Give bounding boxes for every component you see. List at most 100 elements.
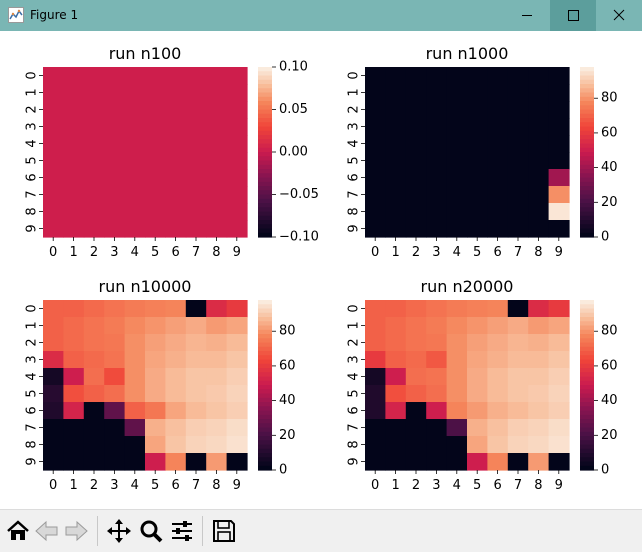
heatmap-cell — [548, 453, 570, 471]
heatmap-cell — [446, 300, 468, 318]
save-button[interactable] — [210, 517, 238, 545]
heatmap-cell — [124, 402, 146, 420]
heatmap-cell — [385, 118, 407, 136]
heatmap-cell — [446, 334, 468, 352]
window-titlebar[interactable]: Figure 1 — [0, 0, 642, 31]
heatmap-cell — [206, 135, 228, 153]
x-tick-label: 1 — [391, 245, 399, 260]
heatmap-cell — [185, 220, 207, 238]
heatmap-cell — [528, 436, 550, 454]
heatmap-cell — [385, 101, 407, 119]
heatmap-cell — [405, 300, 427, 318]
heatmap-cell — [385, 419, 407, 437]
x-tick-label: 9 — [233, 478, 241, 493]
heatmap-cell — [43, 152, 64, 170]
colorbar-band — [258, 355, 272, 361]
colorbar-band — [258, 457, 272, 463]
heatmap-cell — [487, 317, 509, 335]
figure-canvas[interactable]: run n100 0 1 2 3 4 5 6 7 8 9 0 1 2 3 4 5 6 7 8 9 0.10 0.05 0.00… — [0, 31, 642, 509]
colorbar-band — [258, 402, 272, 407]
heatmap-cell — [528, 334, 550, 352]
colorbar-band — [580, 118, 594, 123]
colorbar-band — [580, 300, 594, 305]
heatmap-cell — [446, 203, 468, 221]
heatmap-cell — [487, 84, 509, 102]
heatmap-cell — [426, 300, 448, 318]
colorbar-band — [580, 84, 594, 89]
heatmap-cell — [145, 453, 166, 471]
heatmap-cell — [206, 203, 228, 221]
colorbar-band — [258, 169, 272, 174]
back-arrow-icon — [35, 520, 58, 542]
heatmap-cell — [426, 351, 448, 369]
heatmap-cell — [385, 436, 407, 454]
colorbar-tick-label: 80 — [279, 324, 296, 339]
heatmap-cell — [405, 220, 427, 238]
heatmap-cell — [548, 135, 570, 153]
colorbar-band — [580, 190, 594, 196]
colorbar-band — [580, 177, 594, 183]
close-button[interactable] — [596, 0, 642, 31]
colorbar-band — [258, 139, 272, 145]
heatmap-cell — [507, 169, 529, 187]
heatmap-cell — [548, 385, 570, 403]
heatmap-cell — [446, 135, 468, 153]
heatmap-cell — [63, 419, 85, 437]
colorbar-tick-label: 60 — [601, 358, 618, 373]
y-tick-label: 1 — [347, 321, 362, 329]
minimize-button[interactable] — [504, 0, 550, 31]
heatmap-cell — [124, 436, 146, 454]
heatmap-cell — [83, 402, 105, 420]
maximize-button[interactable] — [550, 0, 596, 31]
heatmap-cell — [385, 84, 407, 102]
home-button[interactable] — [4, 517, 32, 545]
heatmap-cell — [385, 317, 407, 335]
x-tick-label: 1 — [69, 245, 77, 260]
colorbar-band — [258, 232, 272, 238]
colorbar-band — [580, 410, 594, 416]
colorbar-tick-label: 80 — [601, 324, 618, 339]
heatmap-cell — [83, 385, 105, 403]
close-icon — [613, 9, 625, 21]
heatmap-cell — [43, 135, 64, 153]
heatmap-cell — [43, 220, 64, 238]
colorbar-band — [580, 224, 594, 230]
colorbar-band — [258, 372, 272, 378]
heatmap-cell — [405, 402, 427, 420]
colorbar-band — [258, 427, 272, 433]
heatmap-cell — [185, 351, 207, 369]
heatmap-cell — [206, 334, 228, 352]
toolbar-separator — [202, 516, 203, 546]
pan-button[interactable] — [105, 517, 133, 545]
heatmap-cell — [83, 135, 105, 153]
zoom-button[interactable] — [137, 517, 165, 545]
x-tick-label: 1 — [391, 478, 399, 493]
heatmap-cell — [83, 220, 105, 238]
heatmap-cell — [185, 453, 207, 471]
heatmap-cell — [124, 317, 146, 335]
heatmap-cell — [185, 300, 207, 318]
heatmap-cell — [185, 101, 207, 119]
heatmap-cell — [226, 419, 248, 437]
x-tick-label: 7 — [192, 245, 200, 260]
y-tick-label: 6 — [25, 406, 40, 414]
heatmap-cell — [145, 385, 166, 403]
heatmap-cell — [487, 101, 509, 119]
heatmap-cell — [528, 186, 550, 204]
heatmap-cell — [104, 118, 126, 136]
y-tick-label: 5 — [347, 389, 362, 397]
heatmap-cell — [426, 152, 448, 170]
heatmap-cell — [124, 334, 146, 352]
heatmap-cell — [405, 334, 427, 352]
colorbar-band — [258, 211, 272, 217]
x-tick-label: 4 — [453, 245, 461, 260]
y-tick-label: 6 — [25, 173, 40, 181]
heatmap-cell — [467, 186, 488, 204]
forward-button[interactable] — [62, 517, 90, 545]
heatmap-cell — [507, 300, 529, 318]
heatmap-cell — [487, 385, 509, 403]
back-button[interactable] — [33, 517, 61, 545]
configure-subplots-button[interactable] — [168, 517, 196, 545]
heatmap-cell — [104, 334, 126, 352]
x-tick-label: 6 — [493, 478, 501, 493]
